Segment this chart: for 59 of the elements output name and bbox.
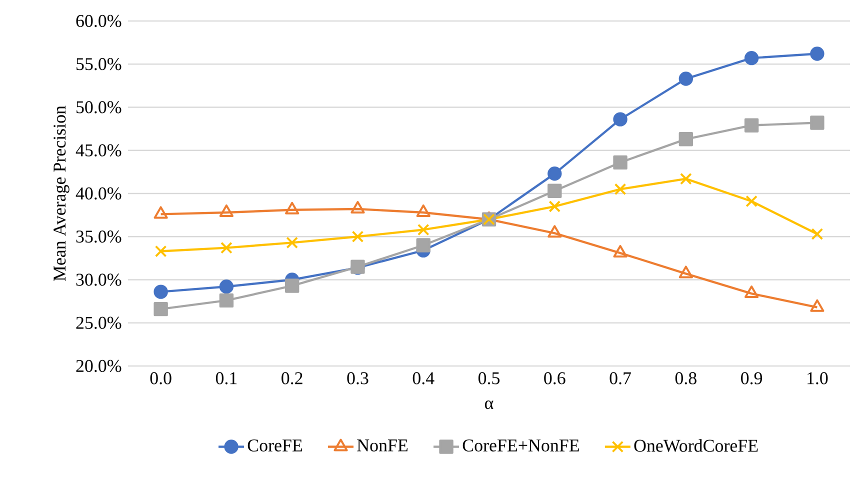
- point: [613, 155, 628, 170]
- x-tick-label: 0.9: [741, 372, 762, 384]
- x-tick-label: 0.0: [150, 372, 172, 384]
- point: [548, 166, 562, 181]
- x-tick-label: 0.2: [282, 372, 302, 384]
- y-tick-label: 40.0%: [76, 187, 122, 200]
- point: [680, 172, 692, 185]
- x-axis-title: α: [484, 400, 494, 410]
- y-tick-label: 20.0%: [76, 360, 122, 372]
- y-tick-label: 30.0%: [76, 274, 122, 286]
- point: [548, 225, 562, 238]
- x-tick-label: 0.3: [347, 372, 368, 384]
- point: [746, 195, 758, 208]
- x-tick-label: 0.4: [412, 372, 434, 384]
- point: [219, 293, 234, 308]
- x-tick-label: 1.0: [808, 372, 828, 384]
- point: [154, 284, 168, 299]
- x-tick-label: 0.1: [216, 372, 237, 384]
- point: [614, 183, 626, 196]
- point: [154, 245, 167, 258]
- point: [613, 245, 628, 258]
- point: [613, 112, 628, 126]
- x-tick-label: 0.5: [478, 372, 500, 384]
- point: [810, 46, 824, 61]
- point: [416, 238, 430, 252]
- point: [154, 302, 168, 316]
- y-tick-label: 25.0%: [76, 316, 122, 329]
- point: [352, 230, 364, 243]
- legend-label: CoreFE: [248, 439, 302, 452]
- point: [744, 50, 759, 66]
- point: [744, 286, 759, 298]
- y-tick-label: 45.0%: [76, 144, 122, 156]
- y-tick-label: 35.0%: [76, 230, 122, 243]
- legend-label: OneWordCoreFE: [634, 439, 758, 452]
- point: [417, 224, 430, 236]
- point: [810, 299, 824, 312]
- y-tick-label: 55.0%: [76, 58, 122, 70]
- point: [548, 200, 561, 212]
- legend-label: CoreFE+NonFE: [462, 439, 579, 452]
- x-tick-label: 0.8: [675, 372, 696, 384]
- point: [810, 116, 824, 130]
- x-tick-label: 0.7: [610, 372, 631, 384]
- point: [219, 280, 234, 294]
- legend-label: NonFE: [357, 440, 408, 452]
- point: [678, 266, 693, 278]
- point: [154, 206, 168, 219]
- x-tick-label: 0.6: [544, 372, 566, 384]
- point: [811, 228, 824, 240]
- point: [350, 201, 365, 214]
- point: [548, 184, 562, 198]
- y-tick-label: 50.0%: [76, 101, 122, 114]
- point: [678, 72, 694, 86]
- point: [678, 132, 694, 146]
- y-axis-title: Mean Average Precision: [54, 106, 70, 281]
- point: [284, 278, 300, 293]
- y-tick-label: 60.0%: [76, 14, 122, 28]
- point: [744, 118, 759, 132]
- point: [286, 236, 298, 249]
- point: [220, 242, 232, 254]
